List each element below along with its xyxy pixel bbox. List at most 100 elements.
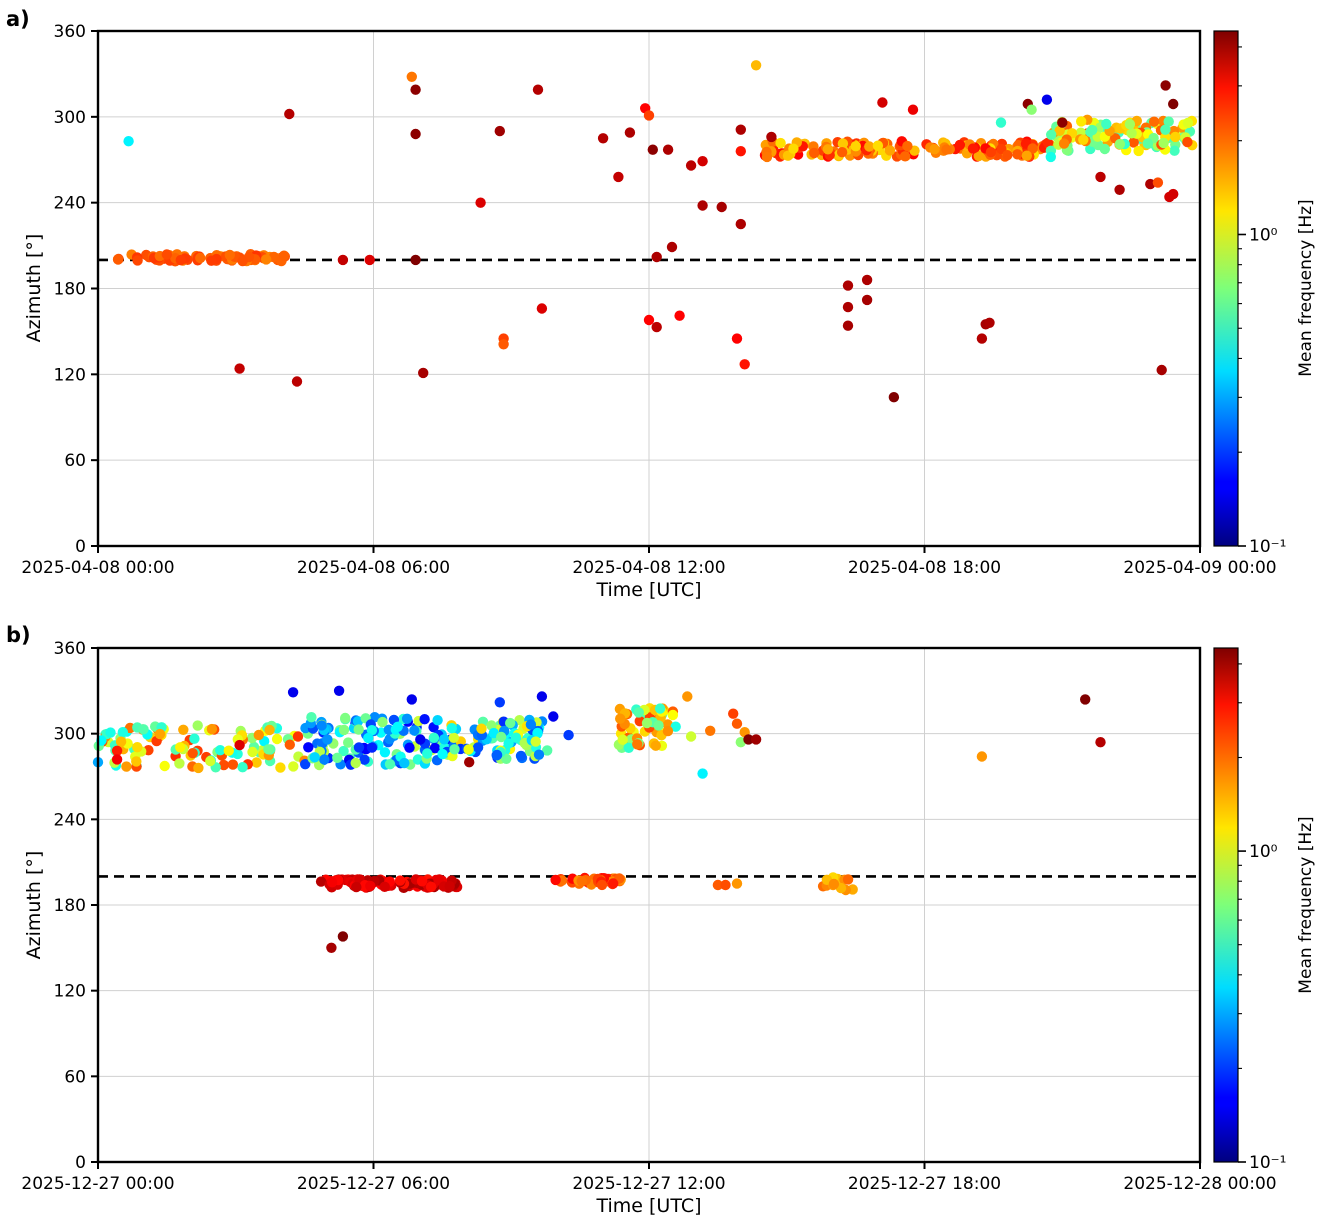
data-point: [929, 144, 940, 155]
data-point: [1152, 177, 1164, 188]
x-tick-label: 2025-12-27 18:00: [848, 1174, 1001, 1194]
data-point: [624, 127, 636, 138]
data-point: [1012, 149, 1023, 160]
data-point: [836, 147, 848, 158]
data-point: [973, 150, 984, 162]
data-point: [343, 737, 354, 748]
data-point: [1076, 116, 1087, 127]
data-point: [632, 739, 643, 750]
data-point: [193, 762, 204, 774]
panel-label: a): [6, 7, 30, 31]
data-point: [415, 734, 426, 745]
data-point: [643, 314, 655, 326]
data-point: [1021, 150, 1032, 161]
data-point: [995, 117, 1007, 128]
x-tick-label: 2025-12-27 06:00: [297, 1174, 450, 1194]
data-point: [218, 759, 229, 771]
data-point: [306, 712, 317, 723]
data-point: [161, 249, 172, 260]
data-point: [425, 881, 437, 892]
data-point: [1099, 143, 1111, 155]
data-point: [326, 877, 338, 888]
data-point: [548, 711, 559, 722]
data-point: [175, 254, 186, 266]
y-tick-label: 240: [54, 194, 86, 214]
data-point: [1002, 150, 1013, 161]
data-point: [263, 744, 274, 755]
data-point: [731, 878, 743, 889]
data-point: [154, 728, 166, 740]
data-point: [654, 703, 666, 714]
data-point: [439, 734, 450, 745]
data-point: [720, 879, 731, 891]
data-point: [1080, 694, 1091, 705]
data-point: [682, 691, 693, 702]
data-point: [1128, 137, 1139, 148]
x-axis-label: Time [UTC]: [595, 1195, 701, 1216]
data-point: [234, 363, 245, 374]
data-point: [1126, 128, 1137, 139]
data-point: [247, 746, 258, 758]
data-point: [650, 740, 661, 751]
data-point: [448, 732, 459, 743]
axis-ticks: 0 60 120 180 240 300 360 2025-04-08 00:00 2025-0…: [21, 22, 1276, 578]
data-point: [608, 878, 619, 889]
data-point: [472, 742, 484, 753]
colorbar: [1213, 647, 1239, 1163]
data-point: [428, 732, 440, 743]
data-point: [1057, 117, 1068, 128]
data-point: [515, 750, 527, 762]
data-point: [223, 745, 234, 756]
data-point: [1168, 188, 1179, 200]
data-point: [394, 875, 406, 886]
panel-label: b): [6, 623, 31, 647]
data-point: [337, 254, 349, 266]
data-point: [1160, 80, 1171, 91]
data-point: [662, 144, 674, 155]
data-point: [1133, 145, 1144, 157]
data-point: [1124, 119, 1136, 130]
data-point: [332, 752, 343, 763]
data-point: [697, 200, 708, 211]
y-tick-label: 120: [54, 365, 86, 385]
colorbar-label: Mean frequency [Hz]: [1296, 199, 1316, 376]
data-point: [984, 317, 995, 328]
data-point: [739, 359, 750, 370]
data-point: [633, 707, 644, 718]
data-point: [379, 881, 390, 892]
data-point: [809, 147, 820, 159]
colorbar-tick-label: 10⁻¹: [1249, 537, 1286, 557]
data-point: [363, 732, 374, 744]
data-point: [861, 274, 873, 286]
y-tick-label: 60: [64, 1067, 86, 1087]
data-point: [494, 697, 505, 708]
data-point: [1095, 737, 1106, 748]
data-point: [491, 749, 503, 761]
data-point: [888, 392, 900, 403]
data-point: [187, 748, 198, 759]
data-point: [364, 254, 375, 266]
y-tick-label: 360: [54, 22, 86, 42]
panel-b: b) 0 60 120 180 240 300 360 2025-12-27 00:00 202…: [6, 623, 1316, 1216]
data-point: [379, 747, 391, 758]
data-point: [828, 878, 840, 890]
data-point: [175, 742, 186, 753]
data-point: [406, 694, 417, 705]
data-point: [401, 713, 413, 724]
data-point: [234, 739, 245, 751]
y-tick-label: 300: [54, 108, 86, 128]
data-point: [1163, 116, 1174, 127]
data-point: [1114, 138, 1126, 150]
data-point: [985, 147, 997, 158]
data-point: [536, 691, 548, 702]
data-point: [1027, 143, 1038, 154]
data-point: [1182, 117, 1194, 129]
data-point: [662, 725, 674, 737]
data-point: [300, 759, 311, 770]
x-axis-label: Time [UTC]: [595, 579, 701, 601]
data-point: [1054, 125, 1065, 136]
data-point: [533, 749, 545, 760]
colorbar-tick-label: 10⁰: [1249, 225, 1278, 245]
data-point: [288, 761, 299, 772]
data-point: [446, 723, 457, 734]
